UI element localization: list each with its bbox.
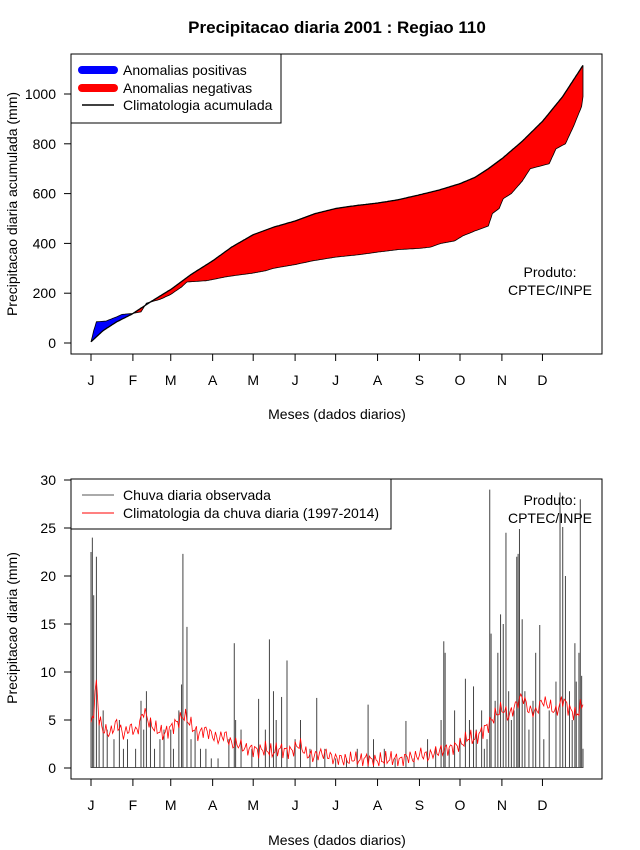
top-x-tick-label: J (292, 372, 299, 388)
bottom-chart: 0 5 10 15 20 25 30 J F M A M J J A S O N D Meses (dados d… (4, 472, 603, 848)
top-product-label: Produto: (524, 264, 577, 280)
top-y-tick-label: 200 (33, 285, 57, 301)
bottom-y-tick-label: 25 (40, 520, 56, 536)
bottom-x-tick-label: D (537, 797, 547, 813)
top-x-tick-label: M (165, 372, 177, 388)
climatology-daily-line (90, 679, 584, 767)
legend-label-climatology-daily: Climatologia da chuva diaria (1997-2014) (123, 505, 379, 521)
top-x-tick-label: N (497, 372, 507, 388)
top-y-tick-label: 0 (48, 335, 56, 351)
top-x-tick-label: M (247, 372, 259, 388)
top-x-tick-label: A (373, 372, 383, 388)
bottom-product-source: CPTEC/INPE (508, 510, 592, 526)
bottom-y-axis-label: Precipitacao diaria (mm) (4, 552, 20, 704)
top-x-tick-label: D (537, 372, 547, 388)
top-y-axis-label: Precipitacao diaria acumulada (mm) (4, 92, 20, 316)
observed-accumulated-line (90, 96, 584, 342)
bottom-y-tick-label: 10 (40, 664, 56, 680)
bottom-y-tick-label: 20 (40, 568, 56, 584)
top-x-axis-label: Meses (dados diarios) (268, 406, 406, 422)
top-y-tick-label: 600 (33, 186, 57, 202)
negative-anomaly-area (150, 65, 583, 303)
climatology-accumulated-line (90, 65, 584, 343)
bottom-x-tick-label: M (247, 797, 259, 813)
chart-title: Precipitacao diaria 2001 : Regiao 110 (188, 18, 486, 37)
top-x-tick-label: O (455, 372, 466, 388)
top-x-tick-label: J (88, 372, 95, 388)
top-chart: 0 200 400 600 800 1000 J F M A M J J A S O N D Meses (da… (4, 53, 603, 422)
bottom-y-tick-label: 0 (48, 760, 56, 776)
top-x-tick-label: A (208, 372, 218, 388)
bottom-product-label: Produto: (524, 492, 577, 508)
top-x-tick-label: J (332, 372, 339, 388)
legend-label-positive: Anomalias positivas (123, 62, 247, 78)
positive-anomaly-area (91, 313, 134, 342)
legend-label-climatology: Climatologia acumulada (123, 97, 273, 113)
bottom-y-tick-label: 15 (40, 616, 56, 632)
bottom-y-tick-label: 30 (40, 472, 56, 488)
bottom-x-tick-label: J (88, 797, 95, 813)
bottom-x-tick-label: M (165, 797, 177, 813)
bottom-x-tick-label: J (332, 797, 339, 813)
top-x-tick-label: S (415, 372, 424, 388)
bottom-x-tick-label: A (373, 797, 383, 813)
legend-label-negative: Anomalias negativas (123, 80, 252, 96)
top-y-tick-label: 400 (33, 235, 57, 251)
bottom-x-tick-label: A (208, 797, 218, 813)
top-y-tick-label: 1000 (25, 86, 56, 102)
bottom-x-tick-label: J (292, 797, 299, 813)
top-x-tick-label: F (129, 372, 138, 388)
bottom-legend: Chuva diaria observada Climatologia da c… (70, 478, 392, 530)
bottom-x-tick-label: N (497, 797, 507, 813)
top-product-source: CPTEC/INPE (508, 282, 592, 298)
bottom-x-axis-label: Meses (dados diarios) (268, 832, 406, 848)
top-legend: Anomalias positivas Anomalias negativas … (70, 53, 282, 124)
bottom-y-tick-label: 5 (48, 712, 56, 728)
bottom-x-tick-label: S (415, 797, 424, 813)
legend-label-observed: Chuva diaria observada (123, 487, 271, 503)
bottom-x-tick-label: F (129, 797, 138, 813)
bottom-x-tick-label: O (455, 797, 466, 813)
top-y-tick-label: 800 (33, 136, 57, 152)
bottom-legend-box (70, 478, 392, 530)
